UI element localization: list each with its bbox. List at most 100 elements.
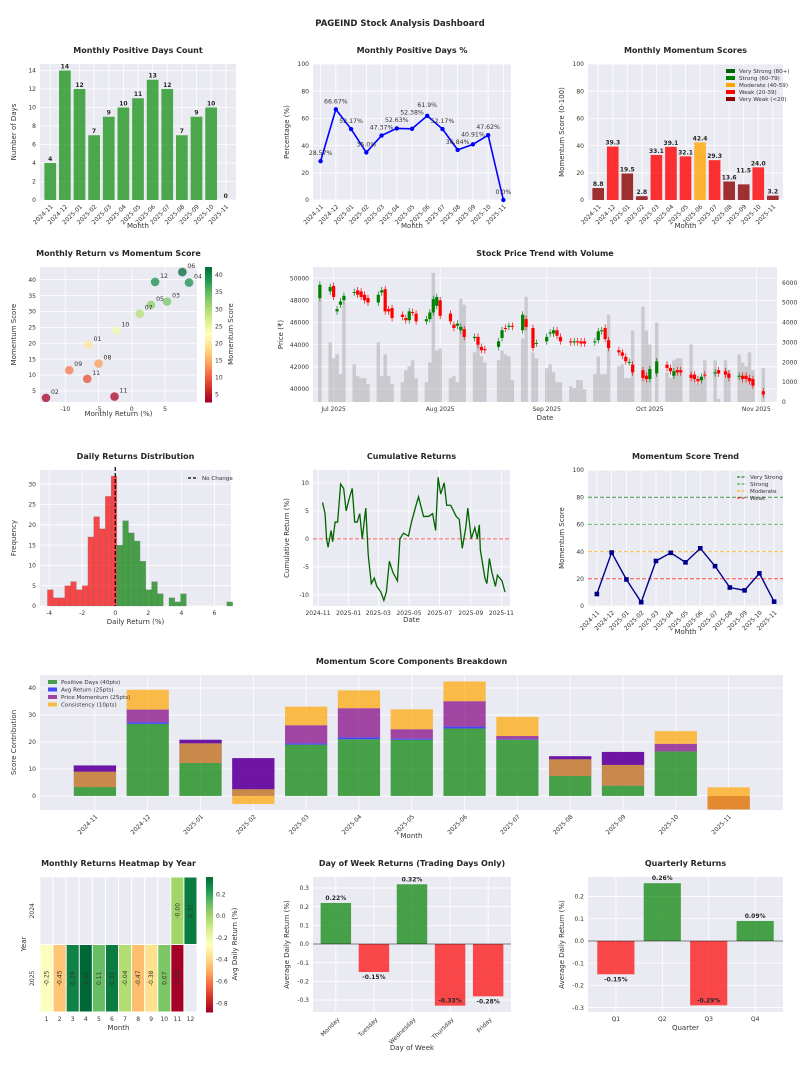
component-bar (654, 751, 697, 796)
colorbar-segment (205, 361, 212, 365)
legend-swatch (48, 680, 57, 684)
x-tick-label: -5 (96, 406, 102, 413)
x-tick-label: 2025-09 (458, 610, 483, 617)
data-label: 13.6 (722, 175, 737, 182)
y-tick-label: 44000 (290, 342, 309, 349)
volume-bar (362, 378, 367, 402)
data-label: 0.0% (496, 189, 512, 196)
trend-marker (638, 599, 644, 605)
volume-bar (483, 362, 487, 402)
colorbar-segment (205, 282, 212, 286)
candle-body (741, 375, 745, 380)
y-axis-label: Momentum Score (0-100) (558, 87, 566, 177)
cell-label: -0.00 (174, 903, 181, 919)
data-label: 36.84% (446, 139, 470, 146)
component-bar (443, 681, 486, 702)
candle-body (576, 341, 580, 343)
y-tick-label: -0.1 (572, 960, 584, 967)
bar (59, 70, 71, 200)
colorbar-segment (205, 384, 212, 387)
y-tick-label: -10 (299, 592, 309, 599)
volume-bar (624, 378, 628, 402)
colorbar-tick-label: -0.8 (216, 1000, 228, 1007)
y-tick-label: 0.2 (299, 904, 309, 911)
volume-bar (761, 368, 765, 402)
data-label: 9 (107, 110, 111, 117)
x-tick-label: 2025-04 (341, 813, 364, 836)
cell-label: 0.07 (161, 971, 168, 985)
trend-marker (668, 550, 674, 556)
data-label: -0.15% (362, 974, 385, 981)
data-label: 10 (207, 100, 215, 107)
colorbar-tick-label: -0.2 (216, 935, 228, 942)
y-tick-label: 2 (32, 179, 36, 186)
colorbar-segment (205, 321, 212, 324)
x-axis-label: Month (675, 222, 697, 230)
histogram-bar (58, 597, 65, 607)
component-bar (601, 751, 645, 765)
y-tick-label: 30 (28, 481, 36, 488)
colorbar-segment (206, 1000, 213, 1004)
volume-bar (582, 389, 587, 402)
y-tick-label: 40 (301, 143, 309, 150)
bar (176, 135, 188, 200)
volume-bar (424, 382, 429, 402)
candle-body (407, 311, 411, 321)
x-tick-label: 6 (110, 1016, 114, 1023)
y-tick-label: 6 (32, 142, 36, 149)
data-label: 42.4 (693, 135, 708, 142)
component-bar (707, 787, 750, 810)
x-tick-label: 2025-07 (499, 813, 522, 836)
colorbar-segment (206, 886, 213, 889)
colorbar-segment (205, 359, 212, 362)
candle-body (665, 364, 669, 368)
component-bar (179, 743, 222, 764)
data-label: 29.3 (707, 153, 722, 160)
volume-bar (723, 360, 728, 402)
candle-body (744, 375, 748, 380)
candle-body (596, 331, 600, 341)
colorbar-segment (206, 982, 213, 986)
point-label: 01 (94, 336, 102, 343)
histogram-bar (105, 496, 112, 607)
legend-label: Positive Days (40pts) (61, 680, 120, 686)
histogram-bar (122, 520, 129, 607)
colorbar-segment (205, 278, 212, 281)
trend-marker (771, 599, 777, 604)
candle-body (362, 294, 367, 301)
volume-bar (355, 376, 360, 402)
candle-body (723, 371, 728, 375)
y-tick-label: 25 (28, 502, 36, 509)
volume-bar (404, 370, 408, 402)
candle-body (551, 330, 556, 334)
volume-bar (545, 368, 549, 402)
candle-body (747, 377, 752, 382)
bar (736, 920, 774, 941)
scatter-point (64, 365, 74, 375)
bar (752, 167, 765, 200)
y-tick-label: 10 (28, 372, 36, 379)
y-tick-label: 0.2 (574, 894, 584, 901)
x-axis-label: Month (675, 628, 697, 636)
volume-bar (331, 358, 336, 402)
candle-body (503, 328, 508, 330)
data-label: 28.57% (309, 150, 333, 157)
legend-label: Very Weak (<20) (739, 97, 786, 103)
colorbar-segment (206, 924, 213, 927)
trend-marker (594, 591, 600, 597)
point-label: 10 (122, 322, 130, 329)
data-point (348, 126, 354, 132)
data-label: -0.28% (476, 998, 499, 1005)
colorbar-segment (205, 285, 212, 288)
x-tick-label: 2024-12 (129, 813, 152, 836)
y-tick-label: 5 (32, 388, 36, 395)
y-tick-label: 60 (301, 116, 309, 123)
x-tick-label: 8 (136, 1016, 140, 1023)
candle-body (366, 298, 370, 303)
y-tick-label: 2024 (29, 903, 36, 918)
bar (88, 135, 100, 200)
y-tick-label: 0 (580, 603, 584, 610)
heatmap-cell (145, 945, 158, 1012)
y-tick-label: 15 (28, 356, 36, 363)
candle-body (668, 367, 673, 372)
